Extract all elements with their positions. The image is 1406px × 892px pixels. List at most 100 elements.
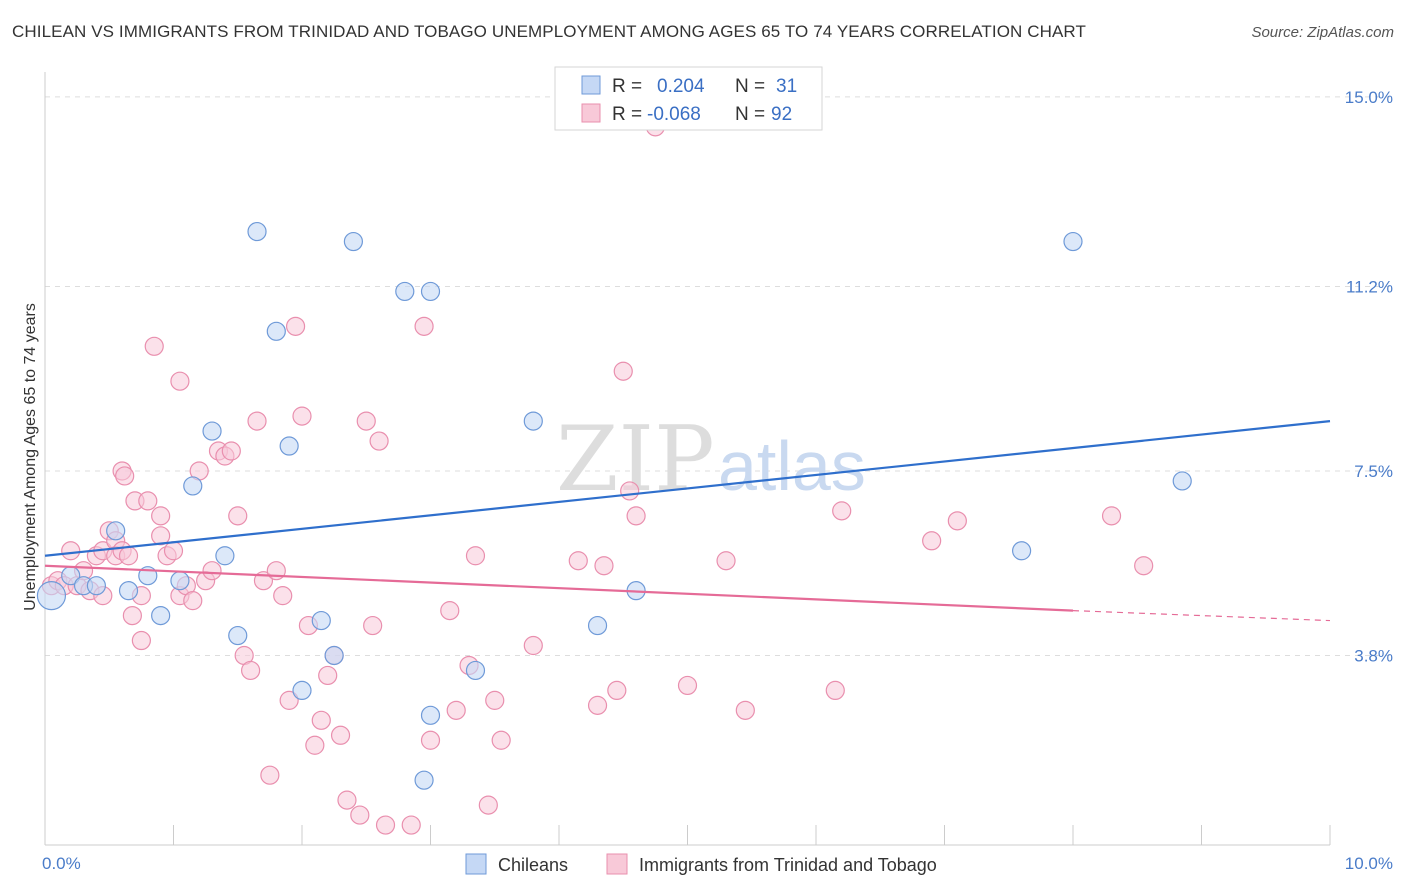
tt-point [138, 491, 158, 511]
tt-point [626, 506, 646, 526]
bottom-swatch-chileans [465, 853, 487, 875]
bottom-legend-chileans: Chileans [498, 855, 568, 875]
legend: R = 0.204 N = 31 R = -0.068 N = 92 [554, 66, 823, 131]
tt-point [292, 406, 312, 426]
tt-point [144, 336, 164, 356]
tt-point [151, 506, 171, 526]
source-label: Source: ZipAtlas.com [1251, 24, 1394, 41]
chileans-point [106, 521, 126, 541]
tt-point [115, 466, 135, 486]
chileans-point [523, 411, 543, 431]
chileans-point [292, 680, 312, 701]
chileans-point [343, 231, 363, 252]
legend-r-label-2: R = [612, 104, 642, 125]
tt-point [523, 635, 543, 656]
tt-point [485, 690, 505, 710]
tt-point [350, 805, 370, 825]
tt-point [318, 665, 338, 686]
tt-point [607, 680, 627, 701]
tt-point [241, 660, 261, 681]
tt-point [440, 601, 460, 621]
tt-point [279, 690, 299, 710]
chileans-trend-line [44, 420, 1331, 557]
tick-labels: 3.8% 7.5% 11.2% 15.0% 0.0% 10.0% [42, 88, 1393, 873]
tt-point [832, 501, 852, 521]
chileans-point [465, 660, 486, 681]
tt-point [122, 605, 142, 626]
chileans-point [228, 625, 248, 646]
tt-point [183, 591, 203, 611]
legend-n-value-1: 31 [776, 76, 797, 97]
tt-point [716, 551, 736, 571]
chileans-point [36, 581, 67, 611]
tt-point [247, 411, 267, 431]
chileans-point [414, 770, 434, 790]
tt-point [118, 546, 139, 566]
chileans-point [215, 546, 235, 566]
chileans-point [266, 321, 286, 341]
tt-point [594, 556, 614, 576]
legend-r-value-2: -0.068 [647, 104, 701, 125]
y-tick-label: 11.2% [1346, 277, 1393, 296]
tt-point [163, 541, 184, 561]
grid-lines [45, 96, 1390, 656]
chileans-point [170, 571, 190, 591]
tt-point [677, 675, 698, 696]
chileans-point [420, 281, 441, 302]
legend-n-value-2: 92 [771, 104, 792, 125]
tt-point [620, 481, 640, 501]
tt-point [363, 615, 383, 636]
y-tick-label: 15.0% [1345, 88, 1393, 107]
tt-point [285, 316, 306, 336]
tt-point [465, 546, 486, 566]
legend-swatch-tt [581, 103, 601, 123]
trend-lines [44, 420, 1331, 622]
tt-point [61, 541, 81, 561]
tt-point [305, 735, 325, 755]
tt-point [568, 551, 588, 571]
tt-trend-line-extension [1072, 610, 1331, 622]
tt-point [1134, 556, 1154, 576]
tt-trend-line [44, 564, 1074, 612]
chileans-point [279, 436, 299, 456]
chileans-point [151, 605, 171, 626]
tt-point [228, 506, 248, 526]
series-tt-points [41, 117, 1154, 835]
tt-point [131, 630, 151, 651]
x-tick-label: 0.0% [42, 854, 81, 873]
tt-point [947, 511, 967, 531]
tt-point [151, 526, 171, 546]
tt-point [337, 790, 357, 810]
bottom-legend-tt: Immigrants from Trinidad and Tobago [639, 855, 937, 875]
chileans-point [324, 645, 344, 666]
tt-point [1101, 506, 1122, 526]
tt-point [420, 730, 441, 750]
axes [44, 72, 1331, 846]
legend-n-label-1: N = [735, 76, 765, 97]
tt-point [273, 586, 293, 606]
chileans-point [202, 421, 222, 441]
tt-point [735, 700, 755, 720]
tt-point [478, 795, 498, 815]
series-chileans-points [36, 221, 1192, 790]
tt-point [375, 815, 396, 835]
chileans-point [587, 615, 608, 636]
chileans-point [247, 221, 267, 242]
tt-point [330, 725, 351, 745]
tt-point [613, 361, 633, 381]
legend-r-label-1: R = [612, 76, 642, 97]
tt-point [369, 431, 389, 451]
tt-point [491, 730, 511, 750]
tt-point [260, 765, 280, 785]
legend-n-label-2: N = [735, 104, 765, 125]
watermark-atlas: atlas [718, 427, 866, 505]
y-axis-label: Unemployment Among Ages 65 to 74 years [22, 303, 39, 611]
x-tick-label: 10.0% [1345, 854, 1393, 873]
bottom-legend: Chileans Immigrants from Trinidad and To… [465, 853, 937, 875]
legend-r-value-1: 0.204 [657, 76, 705, 97]
tt-point [401, 815, 421, 835]
chileans-point [1063, 231, 1083, 252]
tt-point [446, 700, 466, 720]
tt-point [414, 316, 434, 336]
